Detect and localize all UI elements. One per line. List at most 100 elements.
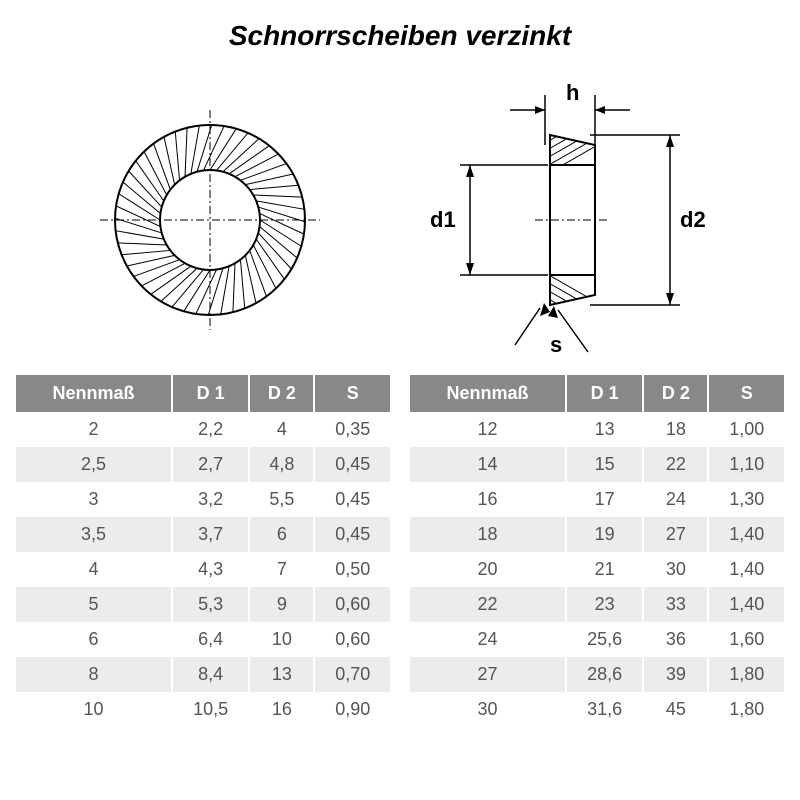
table-cell: 0,60 [314,622,390,657]
table-row: 1415221,10 [410,447,784,482]
table-cell: 2,2 [172,412,249,447]
table-cell: 1,00 [708,412,784,447]
label-d2: d2 [680,207,706,233]
table-cell: 13 [249,657,314,692]
table-cell: 28,6 [566,657,643,692]
table-cell: 18 [410,517,566,552]
table-cell: 31,6 [566,692,643,727]
table-cell: 21 [566,552,643,587]
table-cell: 2,5 [16,447,172,482]
table-cell: 13 [566,412,643,447]
table-cell: 1,80 [708,692,784,727]
table-cell: 27 [410,657,566,692]
table-cell: 1,80 [708,657,784,692]
table-cell: 0,50 [314,552,390,587]
table-row: 3031,6451,80 [410,692,784,727]
table-cell: 27 [643,517,708,552]
table-cell: 0,35 [314,412,390,447]
table-cell: 10 [249,622,314,657]
table-row: 66,4100,60 [16,622,390,657]
table-cell: 18 [643,412,708,447]
table-cell: 3,7 [172,517,249,552]
table-cell: 1,10 [708,447,784,482]
col-header: S [314,375,390,412]
table-cell: 1,40 [708,517,784,552]
col-header: D 2 [643,375,708,412]
table-cell: 4,3 [172,552,249,587]
page-title: Schnorrscheiben verzinkt [0,20,800,52]
table-row: 2223331,40 [410,587,784,622]
table-cell: 10,5 [172,692,249,727]
table-row: 1617241,30 [410,482,784,517]
table-cell: 23 [566,587,643,622]
table-row: 3,53,760,45 [16,517,390,552]
table-cell: 5 [16,587,172,622]
table-cell: 25,6 [566,622,643,657]
table-cell: 30 [410,692,566,727]
table-row: 1819271,40 [410,517,784,552]
table-row: 1010,5160,90 [16,692,390,727]
table-cell: 24 [643,482,708,517]
table-row: 33,25,50,45 [16,482,390,517]
table-cell: 36 [643,622,708,657]
table-cell: 15 [566,447,643,482]
table-cell: 8 [16,657,172,692]
col-header: D 2 [249,375,314,412]
table-row: 88,4130,70 [16,657,390,692]
table-cell: 2,7 [172,447,249,482]
technical-diagram: h d1 d2 s [80,70,720,360]
table-row: 2425,6361,60 [410,622,784,657]
table-cell: 0,70 [314,657,390,692]
label-s: s [550,332,562,358]
table-cell: 16 [249,692,314,727]
table-cell: 22 [410,587,566,622]
table-cell: 3 [16,482,172,517]
table-right: NennmaßD 1D 2S 1213181,001415221,1016172… [410,375,784,727]
table-cell: 45 [643,692,708,727]
table-cell: 3,5 [16,517,172,552]
label-d1: d1 [430,207,456,233]
table-row: 1213181,00 [410,412,784,447]
table-cell: 3,2 [172,482,249,517]
table-cell: 1,30 [708,482,784,517]
table-cell: 8,4 [172,657,249,692]
table-cell: 1,40 [708,587,784,622]
table-cell: 20 [410,552,566,587]
table-cell: 16 [410,482,566,517]
table-row: 22,240,35 [16,412,390,447]
table-cell: 4,8 [249,447,314,482]
table-cell: 14 [410,447,566,482]
table-row: 55,390,60 [16,587,390,622]
table-row: 44,370,50 [16,552,390,587]
col-header: D 1 [172,375,249,412]
table-cell: 6 [249,517,314,552]
table-cell: 0,90 [314,692,390,727]
diagram-svg [80,70,720,360]
table-cell: 0,60 [314,587,390,622]
table-cell: 17 [566,482,643,517]
table-cell: 7 [249,552,314,587]
table-row: 2728,6391,80 [410,657,784,692]
table-cell: 30 [643,552,708,587]
table-cell: 9 [249,587,314,622]
table-cell: 0,45 [314,517,390,552]
table-cell: 6,4 [172,622,249,657]
table-cell: 2 [16,412,172,447]
table-cell: 12 [410,412,566,447]
table-cell: 0,45 [314,482,390,517]
table-cell: 24 [410,622,566,657]
table-cell: 1,40 [708,552,784,587]
table-cell: 1,60 [708,622,784,657]
table-cell: 6 [16,622,172,657]
col-header: Nennmaß [16,375,172,412]
table-cell: 4 [249,412,314,447]
col-header: D 1 [566,375,643,412]
table-cell: 5,3 [172,587,249,622]
table-row: 2,52,74,80,45 [16,447,390,482]
table-cell: 4 [16,552,172,587]
table-cell: 0,45 [314,447,390,482]
table-cell: 22 [643,447,708,482]
table-cell: 39 [643,657,708,692]
table-cell: 33 [643,587,708,622]
table-left: NennmaßD 1D 2S 22,240,352,52,74,80,4533,… [16,375,390,727]
